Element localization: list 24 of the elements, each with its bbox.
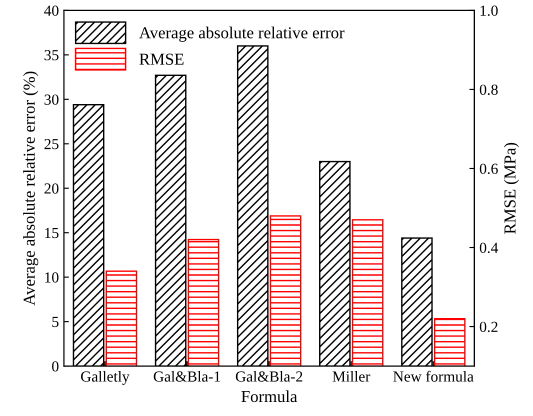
y2-tick-label: 0.2 — [480, 322, 498, 332]
y2-axis-title: RMSE (MPa) — [504, 142, 519, 234]
y-tick-label: 25 — [44, 138, 58, 150]
x-axis-title: Formula — [241, 390, 298, 402]
x-tick-label: New formula — [393, 370, 474, 382]
y2-tick-label: 0.4 — [480, 242, 498, 254]
y2-tick-label: 0.6 — [480, 164, 498, 174]
y-axis-title: Average absolute relative error (%) — [23, 72, 38, 306]
y2-tick-label: 1.0 — [480, 6, 498, 16]
y-tick-label: 15 — [45, 228, 58, 238]
x-tick-label: Miller — [332, 370, 370, 382]
x-tick-label: Gal&Bla-1 — [154, 370, 220, 382]
y-tick-label: 10 — [45, 272, 59, 283]
y2-tick-label: 0.8 — [480, 84, 498, 95]
legend-label: RMSE — [139, 54, 184, 65]
x-tick-label: Gal&Bla-2 — [236, 370, 302, 382]
x-tick-label: Galletly — [81, 370, 130, 385]
y-tick-label: 5 — [52, 316, 58, 328]
legend-label: Average absolute relative error — [139, 26, 344, 42]
y-tick-label: 35 — [44, 50, 58, 60]
y-tick-label: 0 — [52, 361, 59, 372]
y-tick-label: 40 — [44, 6, 59, 16]
y-tick-label: 30 — [44, 94, 59, 105]
y-tick-label: 20 — [44, 183, 59, 194]
